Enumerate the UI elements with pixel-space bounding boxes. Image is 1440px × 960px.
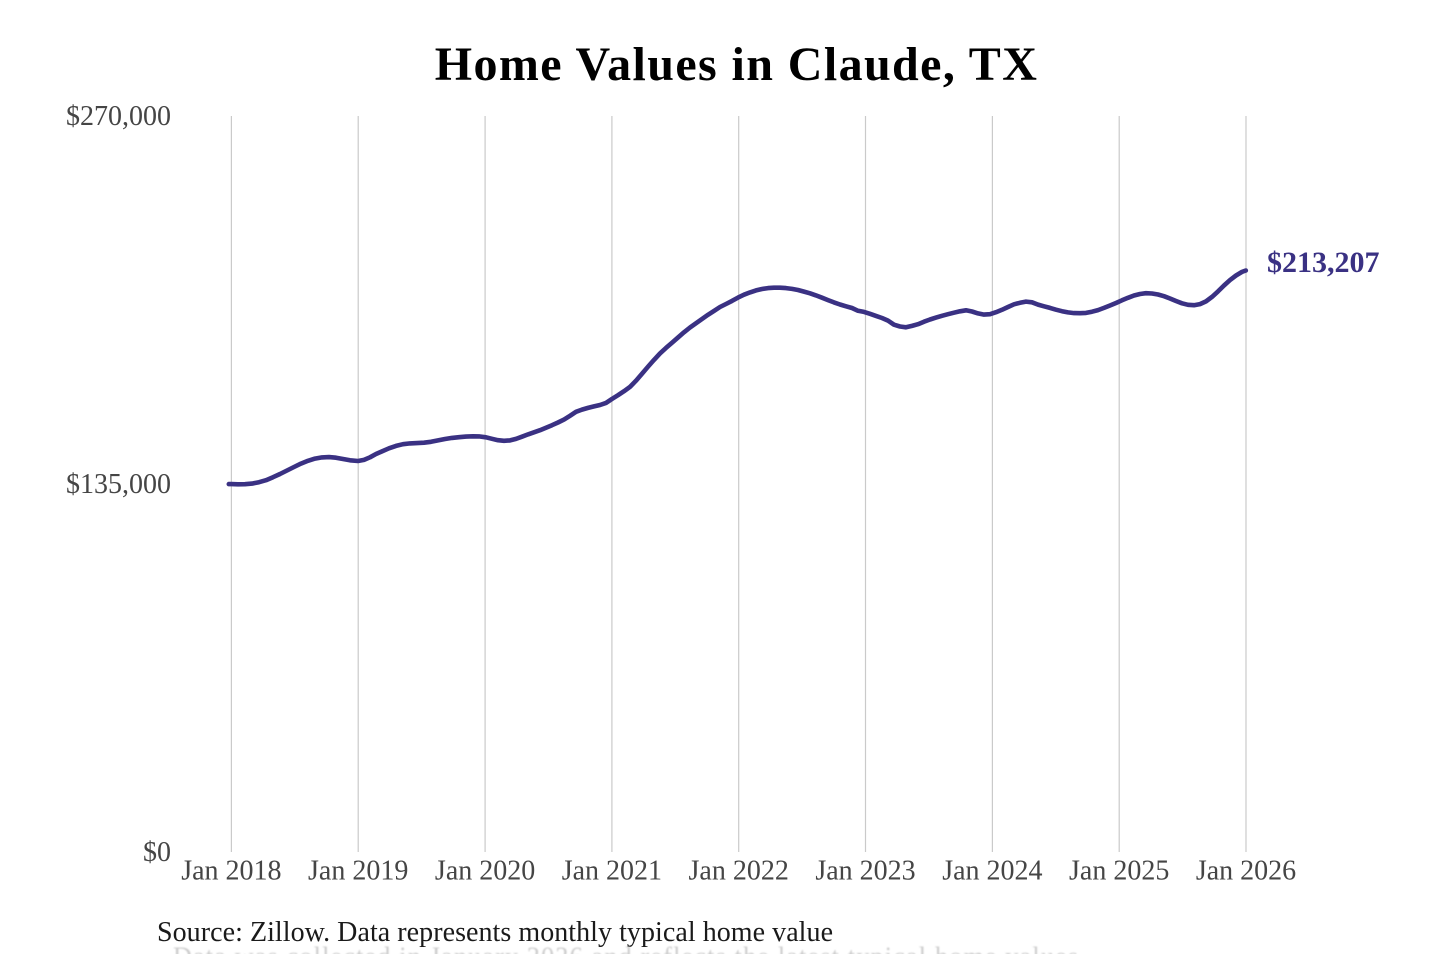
svg-text:$270,000: $270,000 bbox=[66, 101, 171, 132]
svg-text:Data was collected in January: Data was collected in January 2026 and r… bbox=[173, 942, 1078, 960]
svg-text:Jan 2026: Jan 2026 bbox=[1196, 856, 1296, 887]
svg-text:$213,207: $213,207 bbox=[1267, 246, 1380, 279]
svg-text:Jan 2018: Jan 2018 bbox=[181, 856, 281, 887]
svg-text:Jan 2025: Jan 2025 bbox=[1069, 856, 1169, 887]
svg-text:Jan 2019: Jan 2019 bbox=[308, 856, 408, 887]
svg-text:$135,000: $135,000 bbox=[66, 469, 171, 500]
svg-text:Jan 2020: Jan 2020 bbox=[435, 856, 535, 887]
svg-text:Home Values in Claude, TX: Home Values in Claude, TX bbox=[435, 38, 1039, 91]
svg-text:Source: Zillow. Data represent: Source: Zillow. Data represents monthly … bbox=[157, 917, 833, 948]
svg-text:Jan 2022: Jan 2022 bbox=[689, 856, 789, 887]
svg-text:Jan 2024: Jan 2024 bbox=[942, 856, 1042, 887]
svg-text:Jan 2021: Jan 2021 bbox=[562, 856, 662, 887]
svg-text:Jan 2023: Jan 2023 bbox=[815, 856, 915, 887]
svg-text:$0: $0 bbox=[143, 837, 171, 868]
